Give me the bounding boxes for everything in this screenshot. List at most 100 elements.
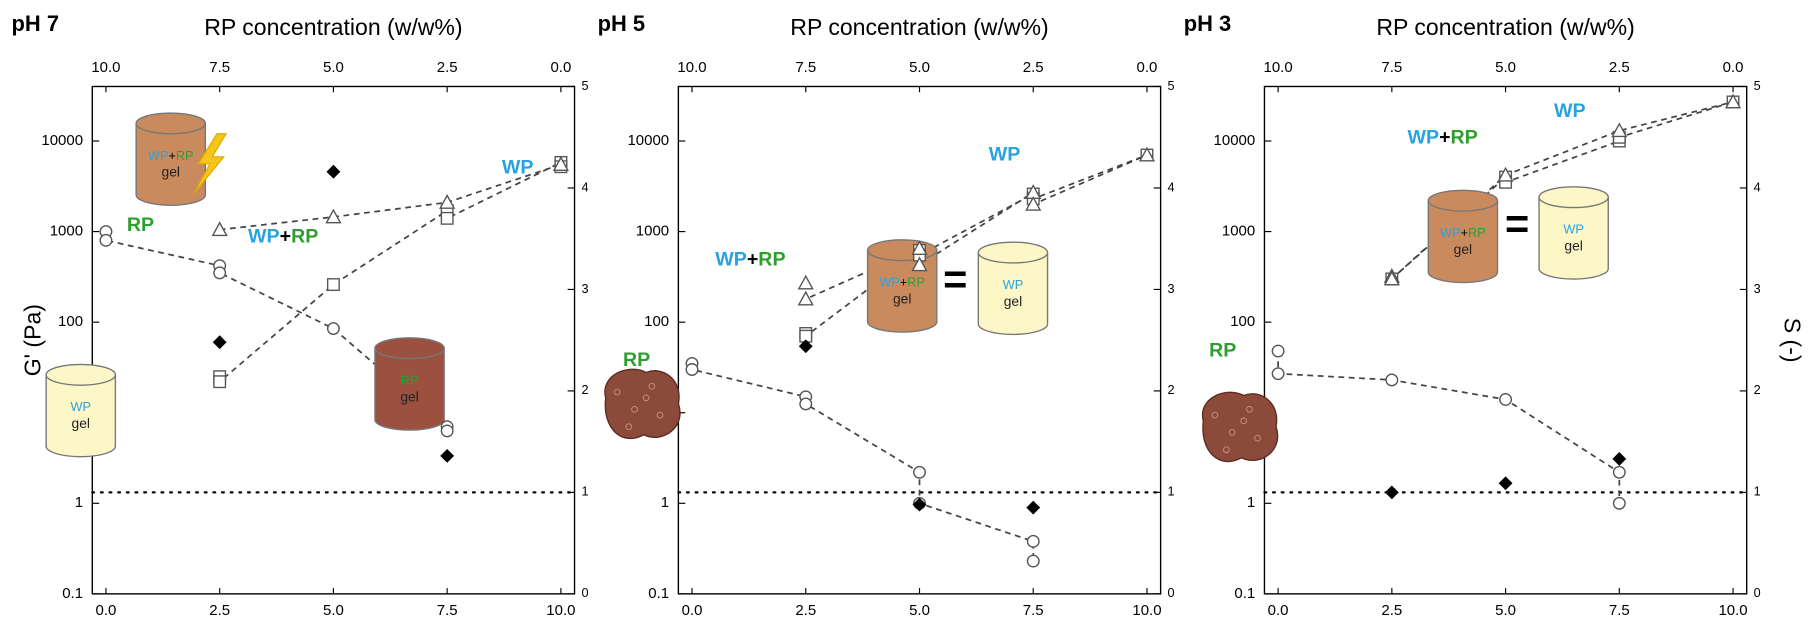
text-part: WP — [989, 144, 1021, 166]
speck — [1246, 406, 1253, 413]
point — [325, 208, 342, 224]
x2-tick-label: 0.0 — [1723, 59, 1744, 76]
text-part: WP — [71, 401, 91, 415]
x2-axis-label: RP concentration (w/w%) — [1376, 14, 1634, 40]
point — [326, 322, 340, 336]
x-tick-label: 10.0 — [546, 602, 575, 619]
y2-tick-label: 5 — [581, 79, 588, 93]
panel: pH 3 RP concentration (w/w%) S (-) 0.0 2.5 5.… — [1184, 11, 1806, 619]
speck — [1223, 446, 1230, 454]
text-part: + — [1439, 127, 1450, 149]
text-part: RP — [623, 349, 650, 371]
y2-tick-label: 4 — [581, 180, 588, 194]
point — [440, 424, 454, 438]
point — [213, 375, 227, 389]
x-tick-label: 0.0 — [1268, 602, 1289, 619]
point — [685, 363, 699, 376]
point — [797, 290, 814, 306]
point — [1271, 344, 1285, 358]
x2-tick-label: 7.5 — [209, 59, 230, 76]
illustration-label: WP — [71, 401, 91, 415]
text-part: WP — [1408, 127, 1440, 149]
trend-line — [691, 363, 1035, 562]
x-tick-label: 7.5 — [1023, 602, 1044, 619]
x-tick-label: 10.0 — [1718, 602, 1747, 619]
y2-axis-label: S (-) — [1779, 318, 1805, 363]
curve-label: WP+RP — [1408, 127, 1478, 149]
speck — [1254, 434, 1261, 442]
x-tick-label: 7.5 — [1609, 602, 1630, 619]
y-tick-label: 100 — [644, 313, 669, 330]
text-part: + — [280, 226, 291, 248]
trend-line — [219, 163, 562, 231]
text-part: RP — [291, 226, 318, 248]
text-part: RP — [127, 214, 154, 236]
point — [99, 233, 113, 247]
point — [911, 240, 928, 255]
text-part: WP — [502, 157, 534, 179]
aggregate — [604, 368, 681, 440]
aggregate — [1201, 391, 1279, 463]
speck — [613, 388, 621, 396]
illustration-label: RP — [401, 374, 419, 388]
text-part: RP — [401, 374, 419, 388]
text-part: WP — [1003, 278, 1023, 292]
x2-tick-label: 7.5 — [1381, 59, 1402, 76]
text-part: + — [168, 149, 175, 163]
point — [1385, 373, 1399, 387]
illustration-caption: gel — [162, 164, 180, 180]
point — [1026, 554, 1040, 568]
text-part: WP — [715, 249, 747, 271]
point — [1025, 195, 1042, 211]
point — [440, 448, 455, 463]
point — [1384, 485, 1399, 500]
point — [1026, 534, 1040, 548]
x2-tick-label: 0.0 — [550, 59, 571, 76]
y2-tick-label: 5 — [1754, 79, 1761, 93]
y-tick-label: 1 — [1247, 494, 1255, 511]
cylinder-top — [977, 241, 1049, 264]
cylinder-body — [1538, 197, 1609, 280]
point — [799, 397, 813, 411]
text-part: RP — [176, 149, 194, 163]
y2-tick-label: 0 — [1168, 586, 1175, 600]
y2-tick-label: 3 — [581, 282, 588, 296]
x2-tick-label: 5.0 — [323, 59, 344, 76]
x2-tick-label: 5.0 — [1495, 59, 1516, 76]
y-tick-label: 0.1 — [1234, 585, 1255, 602]
text-part: + — [1461, 226, 1468, 240]
point — [1499, 393, 1513, 406]
trend-line — [804, 154, 1148, 338]
cylinder-top — [45, 363, 117, 386]
y2-tick-label: 4 — [1168, 180, 1175, 194]
y-tick-label: 1 — [75, 494, 83, 511]
lightning-bolt — [193, 133, 228, 195]
point — [1138, 146, 1156, 162]
speck — [1228, 429, 1236, 436]
illustration-caption: gel — [400, 388, 418, 404]
speck — [1240, 417, 1248, 425]
curve-label: RP — [1209, 340, 1236, 362]
illustration-caption: gel — [1564, 237, 1582, 253]
point — [1498, 476, 1513, 491]
x-tick-label: 2.5 — [1381, 602, 1402, 619]
point — [1497, 166, 1514, 182]
point — [1612, 451, 1627, 466]
x2-tick-label: 0.0 — [1137, 59, 1158, 76]
x2-tick-label: 2.5 — [1609, 59, 1630, 76]
y-tick-label: 1000 — [50, 223, 83, 240]
x2-tick-label: 10.0 — [91, 59, 120, 76]
cylinder-top — [1538, 186, 1609, 209]
x-tick-label: 7.5 — [437, 602, 458, 619]
y-tick-label: 1000 — [1222, 223, 1255, 240]
curve-label: WP — [989, 144, 1021, 166]
point — [1026, 500, 1041, 515]
y-axis-label: G' (Pa) — [20, 304, 46, 376]
point — [911, 256, 928, 272]
y-tick-label: 0.1 — [648, 585, 669, 602]
y-tick-label: 100 — [58, 313, 83, 330]
speck — [648, 382, 656, 390]
illustration-label: WP+RP — [148, 149, 193, 163]
x-tick-label: 2.5 — [209, 602, 230, 619]
